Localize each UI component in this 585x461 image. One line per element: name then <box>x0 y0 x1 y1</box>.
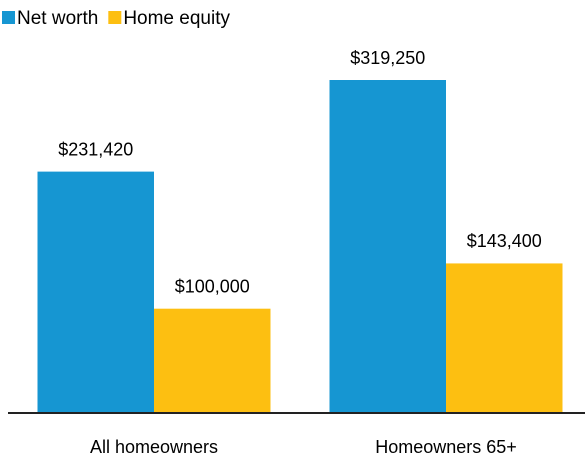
x-tick-label: All homeowners <box>90 437 218 457</box>
value-label: $143,400 <box>467 231 542 251</box>
value-label: $319,250 <box>350 48 425 68</box>
legend-label: Home equity <box>123 8 230 29</box>
legend-label: Net worth <box>17 8 98 29</box>
bar <box>446 263 563 413</box>
bar <box>37 171 154 413</box>
legend-swatch <box>2 11 15 24</box>
value-label: $100,000 <box>175 276 250 296</box>
bar <box>154 308 271 413</box>
bar <box>329 80 446 413</box>
x-tick-label: Homeowners 65+ <box>375 437 517 457</box>
legend-swatch <box>108 11 122 24</box>
value-label: $231,420 <box>58 139 133 159</box>
